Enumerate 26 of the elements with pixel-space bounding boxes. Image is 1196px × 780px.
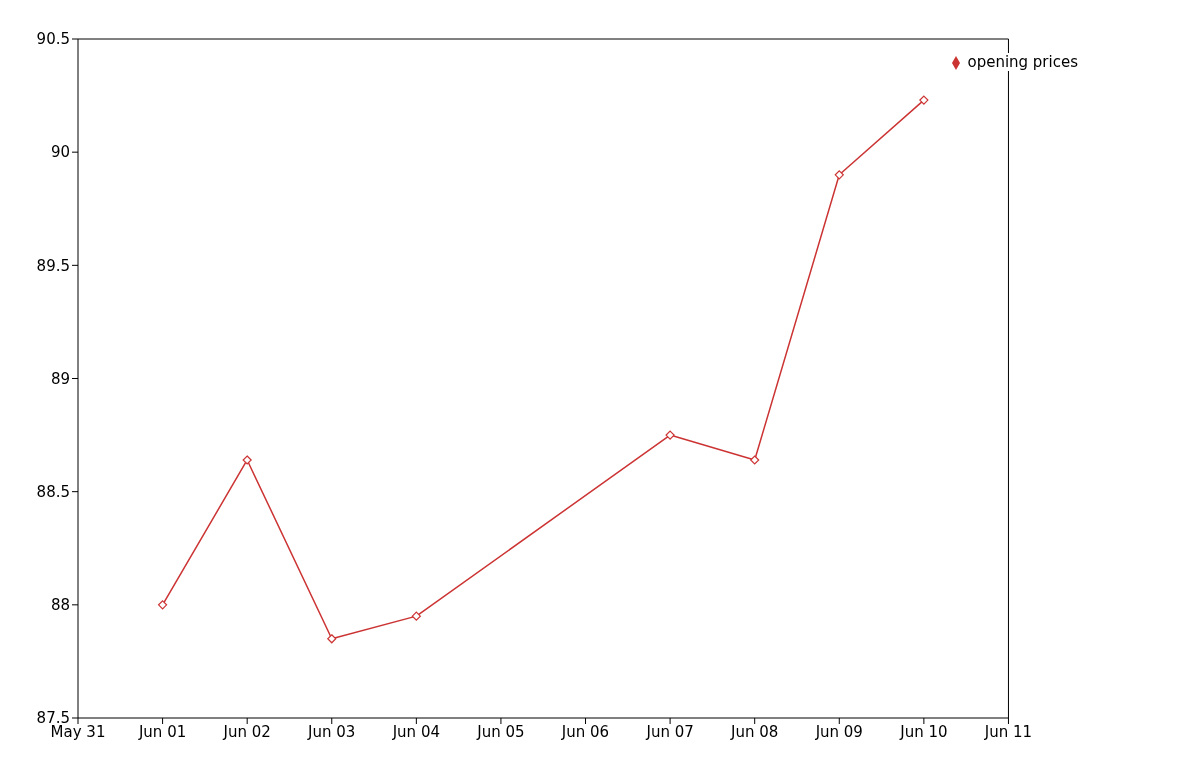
point bbox=[919, 95, 929, 105]
y-tick-label: 89 bbox=[50, 369, 70, 388]
x-tick-label: Jun 07 bbox=[645, 722, 694, 741]
x-tick-label: Jun 06 bbox=[560, 722, 610, 741]
point bbox=[157, 600, 168, 610]
y-tick-label: 88 bbox=[50, 596, 70, 615]
x-tick-label: Jun 10 bbox=[899, 722, 948, 741]
y-tick-label: 88.5 bbox=[36, 482, 70, 501]
point bbox=[327, 634, 337, 644]
x-tick-label: Jun 11 bbox=[983, 722, 1033, 741]
point bbox=[242, 455, 252, 465]
legend-label: opening prices bbox=[967, 53, 1078, 71]
y-tick-label: 90.5 bbox=[36, 30, 70, 49]
point bbox=[834, 170, 844, 180]
x-tick-label: Jun 03 bbox=[307, 722, 356, 741]
x-tick-label: Jun 01 bbox=[137, 722, 187, 741]
x-tick-label: Jun 04 bbox=[391, 722, 440, 741]
y-tick-label: 89.5 bbox=[36, 256, 70, 275]
x-tick-label: Jun 09 bbox=[814, 722, 863, 741]
point bbox=[750, 455, 760, 465]
x-tick-label: Jun 08 bbox=[730, 722, 779, 741]
x-tick-label: Jun 05 bbox=[476, 722, 525, 741]
point bbox=[411, 611, 421, 621]
y-tick-label: 90 bbox=[50, 143, 70, 162]
point bbox=[665, 430, 675, 440]
x-tick-label: Jun 02 bbox=[222, 722, 271, 741]
